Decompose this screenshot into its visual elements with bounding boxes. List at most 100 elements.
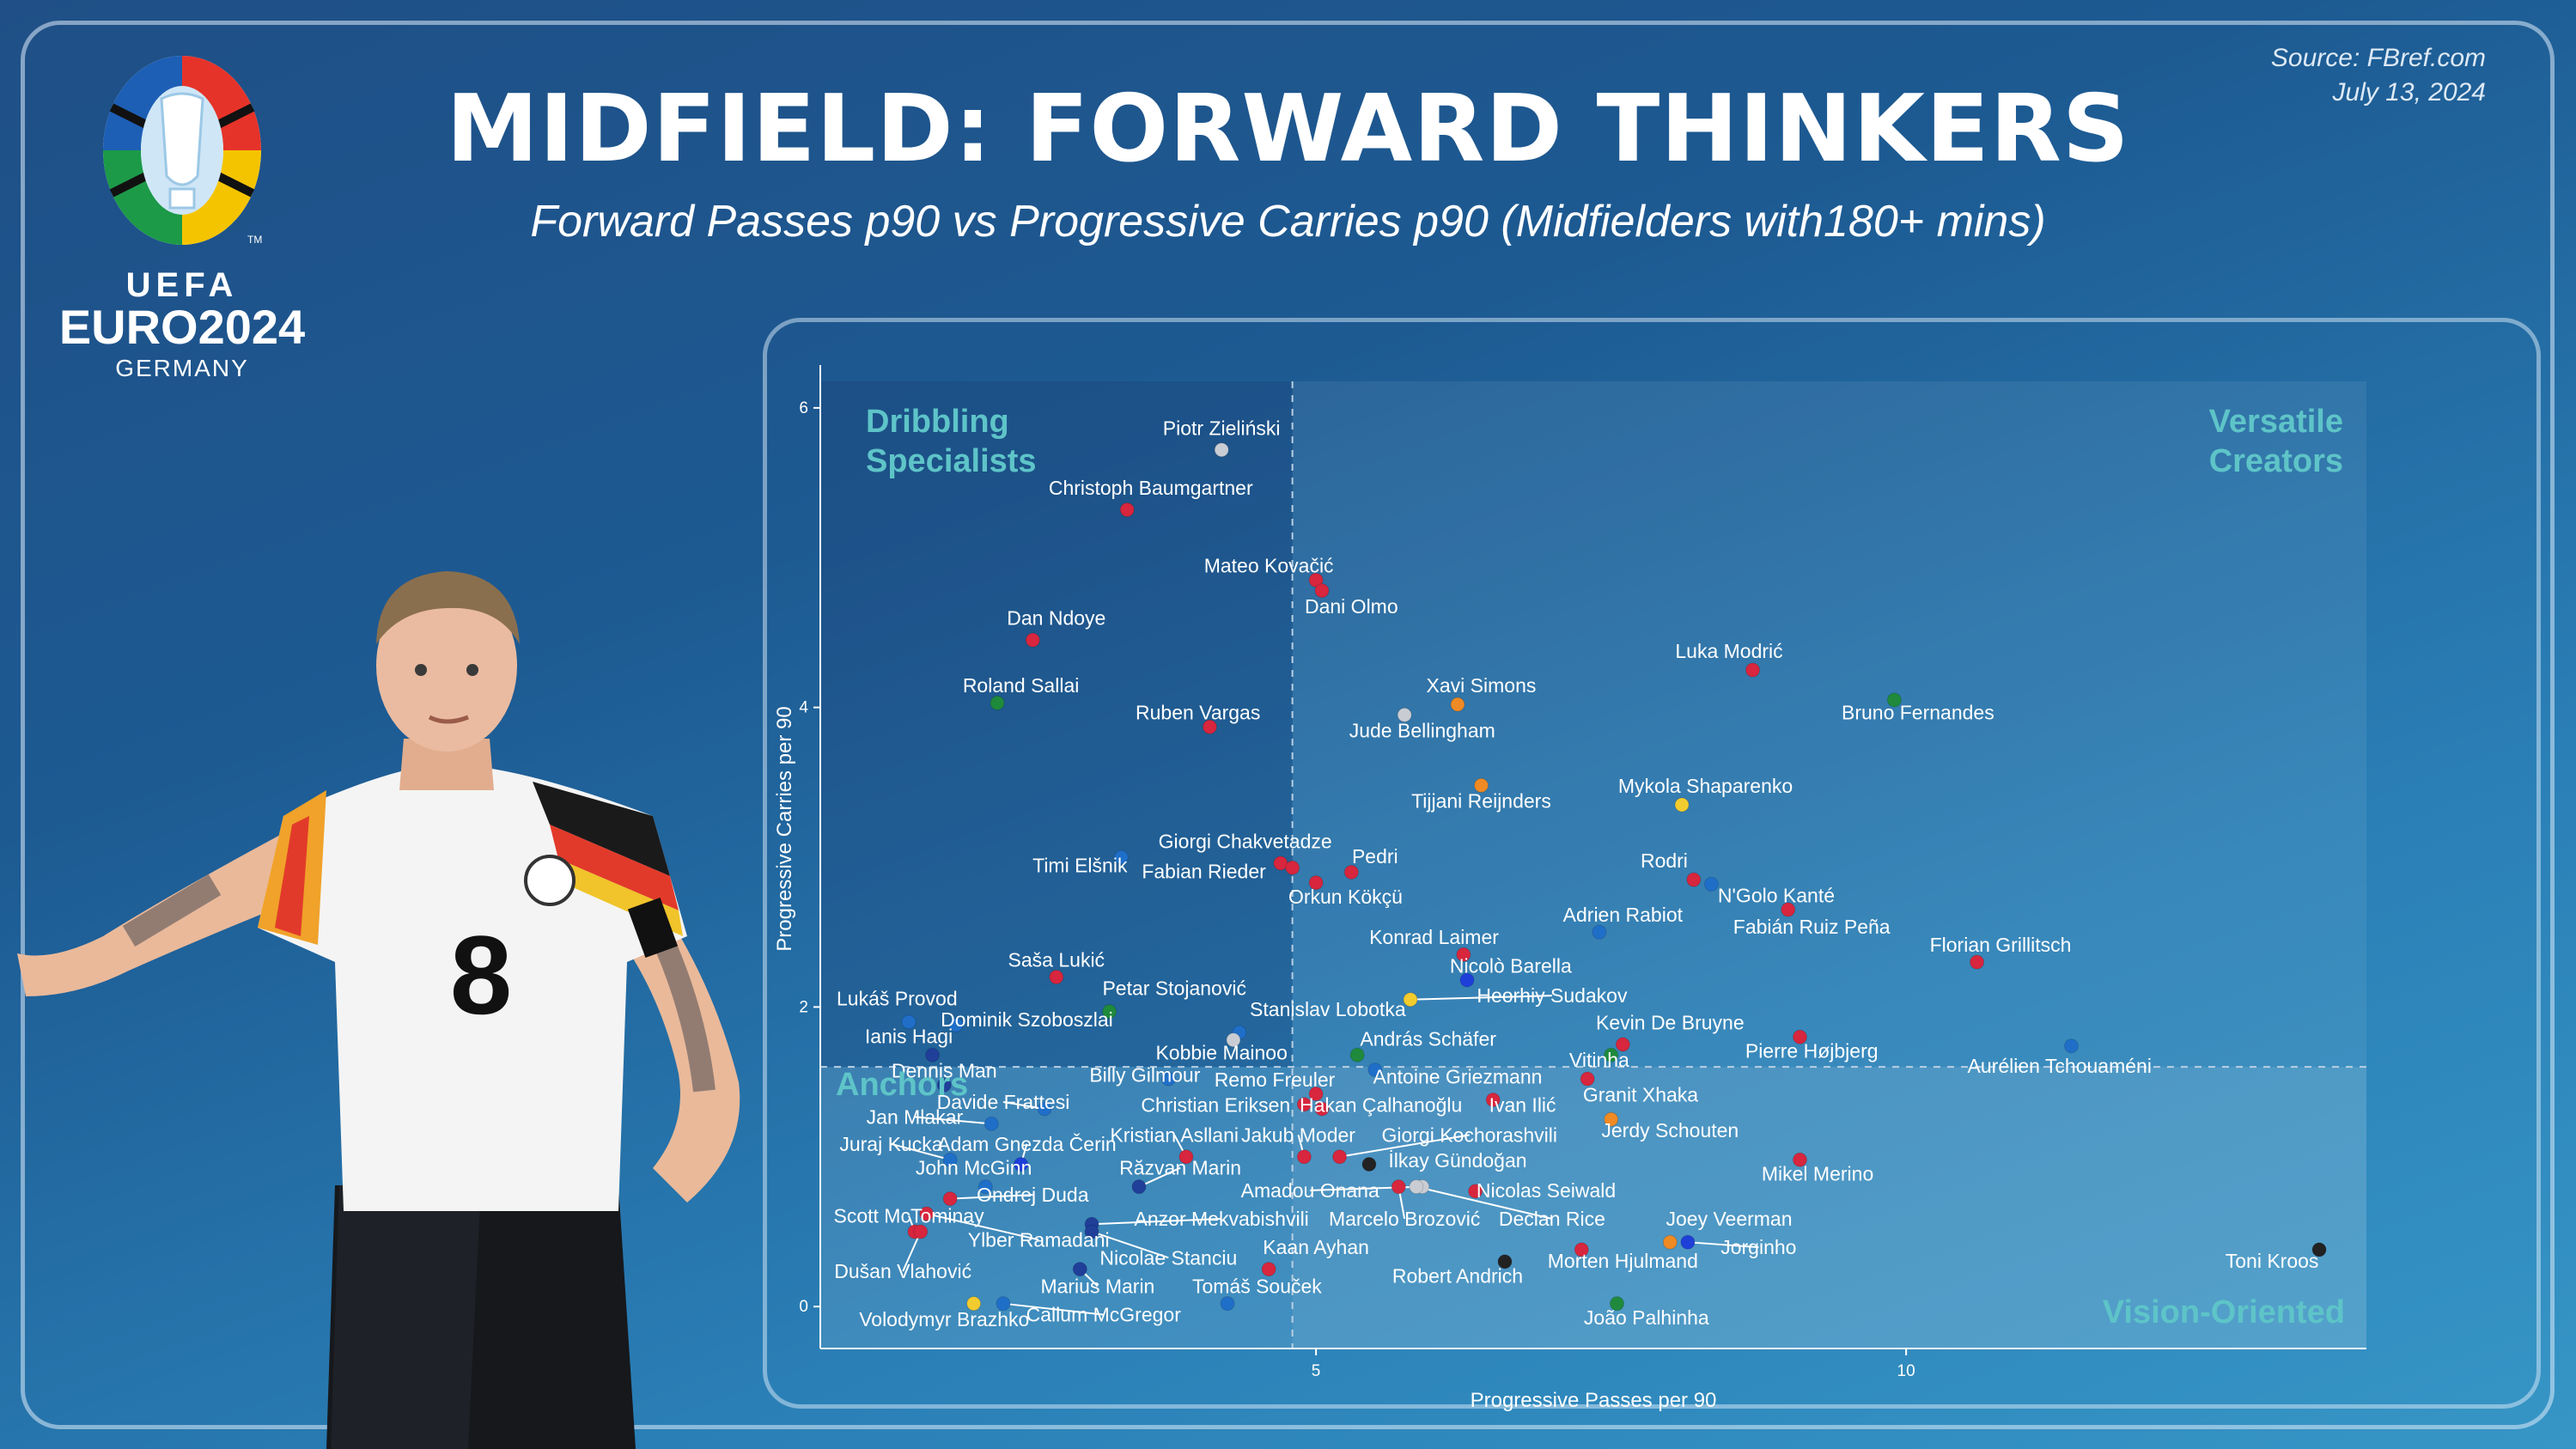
data-point xyxy=(2063,1038,2079,1054)
data-point xyxy=(1456,947,1471,962)
data-label: Fabián Ruiz Peña xyxy=(1733,916,1891,938)
data-label: Pierre Højbjerg xyxy=(1745,1040,1879,1062)
data-label: Aurélien Tchouaméni xyxy=(1968,1055,2152,1077)
label-leader-line xyxy=(1091,1218,1222,1226)
data-point xyxy=(1119,502,1135,517)
data-point xyxy=(1160,1071,1176,1087)
data-label: John McGinn xyxy=(916,1157,1032,1179)
data-point xyxy=(1308,875,1324,891)
data-label: Tijjani Reijnders xyxy=(1411,789,1551,812)
data-label: Juraj Kucka xyxy=(839,1133,942,1155)
data-label: Petar Stojanović xyxy=(1102,977,1245,999)
data-point xyxy=(1037,1101,1052,1117)
data-point xyxy=(1409,1179,1424,1195)
data-point xyxy=(1367,1062,1383,1078)
data-label: Hakan Çalhanoğlu xyxy=(1300,1093,1462,1116)
data-label: Toni Kroos xyxy=(2226,1250,2319,1272)
shirt-number: 8 xyxy=(450,912,512,1038)
data-label: Dušan Vlahović xyxy=(834,1260,971,1282)
quadrant-labels: Dribbling Specialists Versatile Creators Anc… xyxy=(836,404,2345,1330)
data-label: Jakub Moder xyxy=(1241,1123,1355,1146)
data-label: Giorgi Chakvetadze xyxy=(1159,831,1332,853)
data-point xyxy=(1261,1262,1276,1277)
data-point xyxy=(1397,707,1412,722)
quadrant-label-top-left-line: Specialists xyxy=(866,443,1037,479)
data-label: Joey Veerman xyxy=(1666,1208,1792,1230)
quadrant-bg-top-right xyxy=(1292,381,2366,1068)
y-tick-label: 6 xyxy=(799,399,808,417)
data-label: Christoph Baumgartner xyxy=(1049,477,1253,499)
data-point xyxy=(942,1191,958,1207)
data-label: Nicolas Seiwald xyxy=(1477,1179,1616,1202)
label-leader-line xyxy=(1339,1134,1470,1158)
data-point xyxy=(1349,1047,1365,1062)
data-label: Roland Sallai xyxy=(963,674,1080,697)
data-label: Ondrej Duda xyxy=(977,1184,1089,1206)
data-point xyxy=(996,1296,1011,1312)
data-point xyxy=(1686,872,1702,887)
quadrant-label-top-left-line: Dribbling xyxy=(866,404,1009,440)
quadrant-label-top-right-line: Creators xyxy=(2209,443,2343,479)
data-label: Jorginho xyxy=(1720,1236,1796,1258)
source-date: July 13, 2024 xyxy=(2332,78,2486,107)
data-point xyxy=(1459,972,1475,988)
data-label: Pedri xyxy=(1352,845,1398,868)
data-point xyxy=(977,1179,993,1195)
data-label: Jan Mlakar xyxy=(867,1105,964,1128)
quadrant-label-top-right: Versatile Creators xyxy=(2209,404,2343,479)
data-point xyxy=(1781,902,1796,917)
quadrant-bg-bottom-left xyxy=(820,1067,1293,1349)
data-label: Nicolò Barella xyxy=(1450,954,1572,977)
x-axis-title: Progressive Passes per 90 xyxy=(1471,1389,1717,1412)
data-label: Morten Hjulmand xyxy=(1548,1250,1698,1272)
data-point xyxy=(1473,777,1489,793)
data-point xyxy=(1580,1071,1595,1087)
data-label: Stanislav Lobotka xyxy=(1250,998,1406,1020)
data-point xyxy=(1680,1234,1696,1250)
y-axis-title: Progressive Carries per 90 xyxy=(773,706,796,951)
data-label: Ivan Ilić xyxy=(1489,1093,1556,1116)
data-point xyxy=(1202,719,1217,734)
x-tick-label: 5 xyxy=(1312,1362,1321,1380)
player-figure: 8 xyxy=(17,571,740,1449)
data-label: Antoine Griezmann xyxy=(1373,1065,1543,1087)
quadrant-label-top-right-line: Versatile xyxy=(2209,404,2343,440)
data-label: João Palhinha xyxy=(1584,1306,1709,1329)
data-label: Callum McGregor xyxy=(1026,1304,1182,1326)
data-point xyxy=(1615,1037,1630,1052)
data-point xyxy=(1403,992,1418,1008)
data-label: Robert Andrich xyxy=(1392,1264,1523,1287)
data-point xyxy=(1314,583,1330,599)
data-label: Marius Marin xyxy=(1040,1275,1154,1297)
logo-uefa: UEFA xyxy=(126,266,239,304)
data-point xyxy=(1604,1111,1619,1127)
data-point xyxy=(901,1014,917,1030)
data-label: Kobbie Mainoo xyxy=(1155,1041,1287,1063)
data-label: Ianis Hagi xyxy=(865,1025,953,1047)
data-point xyxy=(1792,1029,1807,1044)
data-label: Saša Lukić xyxy=(1008,948,1105,971)
data-point xyxy=(1361,1157,1377,1172)
data-label: Răzvan Marin xyxy=(1119,1157,1241,1179)
data-label: Marcelo Brozović xyxy=(1329,1208,1480,1230)
page-subtitle: Forward Passes p90 vs Progressive Carrie… xyxy=(530,197,2046,247)
data-point xyxy=(1703,876,1719,892)
data-label: Adam Gnezda Čerin xyxy=(937,1132,1116,1155)
label-leader-line xyxy=(1138,1166,1181,1188)
label-leader-line xyxy=(891,1142,951,1161)
data-label: Konrad Laimer xyxy=(1369,926,1499,948)
data-point xyxy=(1592,924,1607,940)
data-label: Dani Olmo xyxy=(1305,595,1398,618)
data-label: Kaan Ayhan xyxy=(1263,1236,1369,1258)
data-label: Orkun Kökçü xyxy=(1288,886,1403,908)
data-label: András Schäfer xyxy=(1360,1028,1496,1050)
outer-frame xyxy=(21,21,2555,1429)
data-label: Dan Ndoye xyxy=(1007,607,1105,630)
data-label: Mikel Merino xyxy=(1762,1163,1873,1185)
data-point xyxy=(1084,1224,1099,1239)
data-point xyxy=(1025,632,1040,648)
data-point xyxy=(1886,692,1902,708)
data-point xyxy=(1662,1234,1678,1250)
data-point xyxy=(990,695,1005,710)
